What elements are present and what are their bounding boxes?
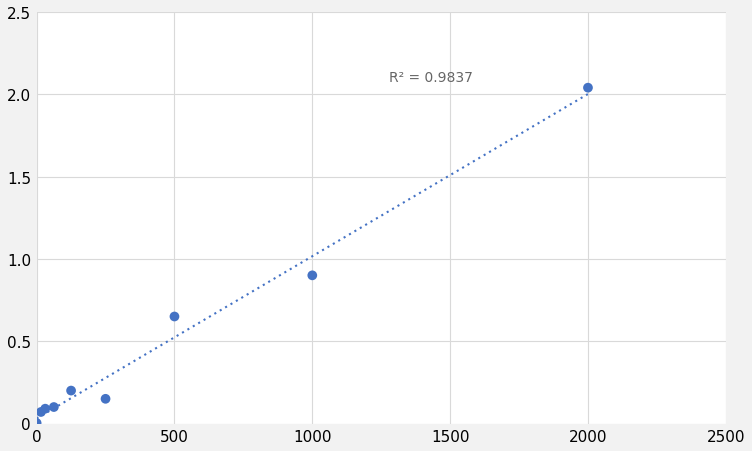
- Point: [31, 419, 43, 427]
- Point: [306, 272, 318, 279]
- Point: [35, 409, 47, 416]
- Point: [168, 313, 180, 320]
- Point: [99, 396, 111, 403]
- Text: R² = 0.9837: R² = 0.9837: [390, 71, 473, 85]
- Point: [39, 405, 51, 412]
- Point: [582, 85, 594, 92]
- Point: [65, 387, 77, 394]
- Point: [48, 404, 60, 411]
